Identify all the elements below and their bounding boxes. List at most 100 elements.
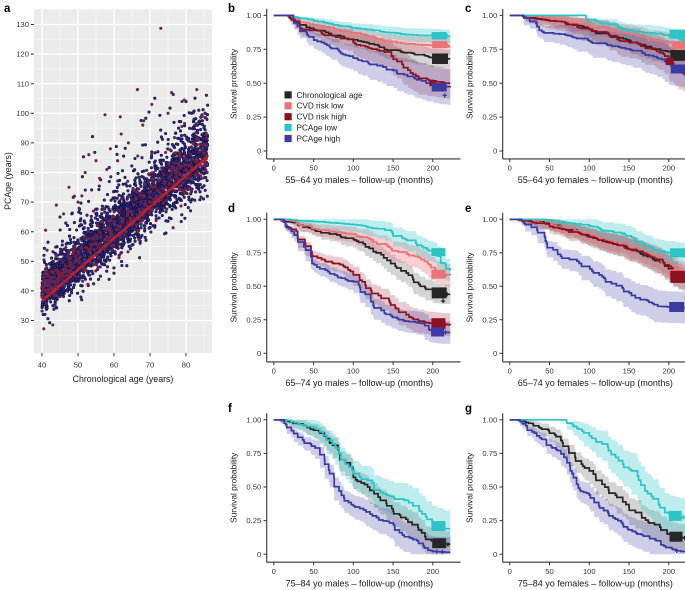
svg-text:100: 100 [583, 164, 596, 173]
svg-text:Survival probability: Survival probability [229, 452, 239, 523]
svg-text:0: 0 [257, 550, 261, 559]
svg-text:1.00: 1.00 [482, 11, 497, 20]
svg-text:b: b [228, 3, 235, 15]
svg-text:0.50: 0.50 [246, 79, 261, 88]
svg-text:200: 200 [426, 164, 439, 173]
svg-text:e: e [465, 203, 471, 215]
svg-text:200: 200 [662, 367, 675, 376]
svg-text:1.00: 1.00 [482, 415, 497, 424]
svg-text:150: 150 [623, 367, 636, 376]
svg-text:PCAge low: PCAge low [297, 124, 338, 133]
svg-text:f: f [228, 403, 232, 415]
svg-text:200: 200 [662, 567, 675, 576]
svg-text:0.50: 0.50 [482, 483, 497, 492]
svg-text:Chronological age: Chronological age [297, 91, 363, 100]
svg-text:1.00: 1.00 [246, 415, 261, 424]
svg-text:65–74 yo males – follow-up (mo: 65–74 yo males – follow-up (months) [286, 378, 434, 388]
svg-text:0.75: 0.75 [482, 449, 497, 458]
svg-text:150: 150 [387, 367, 400, 376]
svg-text:100: 100 [583, 367, 596, 376]
svg-text:150: 150 [387, 567, 400, 576]
svg-text:0.50: 0.50 [482, 282, 497, 291]
svg-text:100: 100 [347, 164, 360, 173]
svg-text:80: 80 [182, 361, 190, 370]
svg-text:50: 50 [545, 367, 553, 376]
svg-text:Survival probability: Survival probability [465, 251, 475, 322]
svg-text:0: 0 [493, 147, 497, 156]
svg-text:0: 0 [508, 567, 512, 576]
svg-text:200: 200 [662, 164, 675, 173]
svg-text:50: 50 [545, 164, 553, 173]
svg-text:0: 0 [508, 367, 512, 376]
svg-text:0: 0 [257, 349, 261, 358]
svg-text:120: 120 [16, 50, 29, 59]
svg-text:0: 0 [493, 349, 497, 358]
svg-text:50: 50 [21, 257, 29, 266]
svg-text:110: 110 [17, 79, 29, 88]
svg-text:0.50: 0.50 [246, 282, 261, 291]
svg-text:d: d [228, 203, 235, 215]
svg-text:0.50: 0.50 [246, 483, 261, 492]
svg-text:75–84 yo males – follow-up (mo: 75–84 yo males – follow-up (months) [286, 579, 434, 589]
svg-text:100: 100 [347, 567, 360, 576]
svg-text:50: 50 [545, 567, 553, 576]
svg-text:30: 30 [21, 316, 29, 325]
svg-text:0.75: 0.75 [246, 449, 261, 458]
svg-text:0.25: 0.25 [482, 516, 497, 525]
svg-text:0.25: 0.25 [246, 113, 261, 122]
svg-text:1.00: 1.00 [482, 215, 497, 224]
svg-text:150: 150 [623, 567, 636, 576]
svg-text:0.75: 0.75 [246, 248, 261, 257]
svg-text:0.75: 0.75 [482, 45, 497, 54]
svg-text:Chronological age (years): Chronological age (years) [73, 374, 174, 384]
svg-text:CVD risk low: CVD risk low [297, 102, 344, 111]
svg-text:PCAge high: PCAge high [297, 134, 341, 143]
svg-text:0: 0 [257, 147, 261, 156]
svg-text:0: 0 [272, 367, 276, 376]
svg-text:70: 70 [21, 198, 29, 207]
svg-text:200: 200 [426, 367, 439, 376]
svg-text:90: 90 [21, 139, 29, 148]
svg-text:0.50: 0.50 [482, 79, 497, 88]
svg-text:0.25: 0.25 [482, 315, 497, 324]
svg-text:130: 130 [16, 20, 29, 29]
svg-text:0.75: 0.75 [482, 248, 497, 257]
svg-text:50: 50 [309, 367, 317, 376]
svg-text:c: c [465, 3, 472, 15]
svg-text:50: 50 [309, 567, 317, 576]
svg-text:55–64 yo males – follow-up (mo: 55–64 yo males – follow-up (months) [286, 175, 434, 185]
svg-text:PCAge (years): PCAge (years) [3, 152, 13, 210]
svg-text:100: 100 [583, 567, 596, 576]
svg-text:Survival probability: Survival probability [465, 48, 475, 119]
svg-text:g: g [465, 403, 472, 415]
svg-text:65–74 yo females – follow-up (: 65–74 yo females – follow-up (months) [518, 378, 673, 388]
svg-text:0: 0 [272, 567, 276, 576]
svg-text:0: 0 [508, 164, 512, 173]
svg-text:100: 100 [16, 109, 29, 118]
svg-text:100: 100 [347, 367, 360, 376]
svg-text:50: 50 [309, 164, 317, 173]
svg-text:0.25: 0.25 [246, 315, 261, 324]
svg-text:Survival probability: Survival probability [465, 452, 475, 523]
svg-text:150: 150 [623, 164, 636, 173]
svg-text:55–64 yo females – follow-up (: 55–64 yo females – follow-up (months) [518, 175, 673, 185]
svg-text:0: 0 [493, 550, 497, 559]
svg-text:75–84 yo females – follow-up (: 75–84 yo females – follow-up (months) [518, 579, 673, 589]
svg-text:80: 80 [21, 168, 29, 177]
svg-text:40: 40 [21, 287, 29, 296]
svg-text:0.25: 0.25 [246, 516, 261, 525]
svg-text:0: 0 [272, 164, 276, 173]
svg-text:1.00: 1.00 [246, 11, 261, 20]
svg-text:a: a [4, 3, 11, 15]
svg-text:0.25: 0.25 [482, 113, 497, 122]
svg-text:0.75: 0.75 [246, 45, 261, 54]
svg-text:40: 40 [38, 361, 46, 370]
svg-text:70: 70 [146, 361, 154, 370]
svg-text:Survival probability: Survival probability [229, 48, 239, 119]
svg-text:CVD risk high: CVD risk high [297, 113, 347, 122]
svg-text:200: 200 [426, 567, 439, 576]
svg-text:150: 150 [387, 164, 400, 173]
svg-text:50: 50 [74, 361, 82, 370]
svg-text:60: 60 [21, 227, 29, 236]
svg-text:Survival probability: Survival probability [229, 251, 239, 322]
